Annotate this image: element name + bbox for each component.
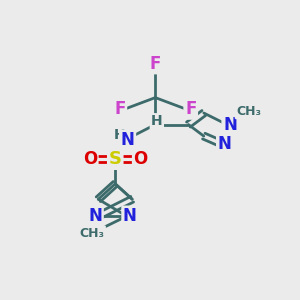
Text: O: O	[134, 150, 148, 168]
Text: S: S	[109, 150, 122, 168]
Text: F: F	[114, 100, 126, 118]
Text: N: N	[223, 116, 237, 134]
Text: CH₃: CH₃	[80, 226, 105, 240]
Text: F: F	[150, 55, 161, 73]
Text: F: F	[185, 100, 196, 118]
Text: N: N	[88, 207, 102, 225]
Text: CH₃: CH₃	[236, 105, 261, 118]
Text: N: N	[121, 131, 134, 149]
Text: H: H	[151, 115, 163, 128]
Text: N: N	[218, 135, 232, 153]
Text: N: N	[123, 207, 137, 225]
Text: O: O	[83, 150, 97, 168]
Text: H: H	[113, 128, 125, 142]
